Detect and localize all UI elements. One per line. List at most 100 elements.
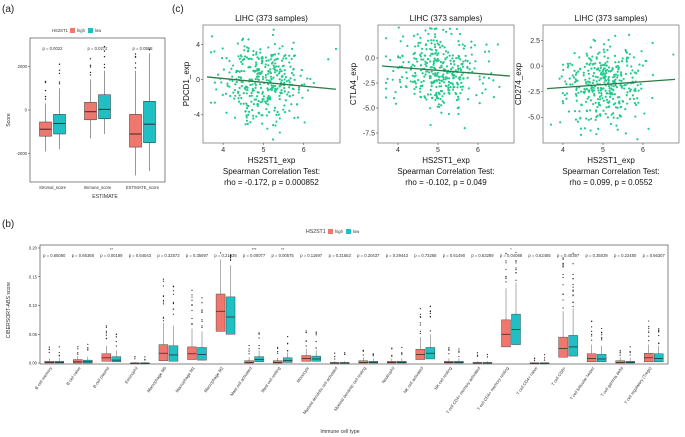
scatter-point xyxy=(279,68,282,71)
scatter-point xyxy=(591,55,594,58)
scatter-point xyxy=(242,92,245,95)
scatter-point xyxy=(589,129,592,132)
scatter-point xyxy=(600,94,603,97)
panel-b-outlier xyxy=(162,299,165,302)
scatter-point xyxy=(603,50,606,54)
scatter-point xyxy=(599,114,602,117)
panel-b-outlier xyxy=(105,338,107,340)
scatter-point xyxy=(496,43,499,46)
panel-b-xtick-label: Macrophage M0 xyxy=(146,365,168,393)
scatter-point xyxy=(484,88,487,91)
scatter-xtick-label: 4 xyxy=(561,147,565,154)
scatter-point xyxy=(430,52,433,55)
scatter-point xyxy=(299,74,302,77)
scatter-point xyxy=(440,104,443,107)
scatter-point xyxy=(617,68,620,71)
scatter-point xyxy=(247,38,250,41)
panel-b-outlier xyxy=(572,290,574,292)
scatter-point xyxy=(605,106,608,109)
scatter-point xyxy=(629,88,633,91)
panel-b-pvalue: p = 0.11697 xyxy=(300,253,323,258)
scatter-point xyxy=(242,102,245,105)
scatter-point xyxy=(620,74,623,77)
panel-b-outlier xyxy=(201,325,203,327)
scatter-point xyxy=(266,98,269,101)
scatter-point xyxy=(274,124,277,127)
panel-b-outlier xyxy=(658,334,660,337)
scatter-point xyxy=(256,72,259,76)
panel-b-outlier xyxy=(219,252,222,254)
panel-b-pvalue: p = 0.62485 xyxy=(528,253,551,258)
scatter-point xyxy=(290,103,293,106)
scatter-point xyxy=(419,41,422,44)
scatter-point xyxy=(621,99,624,103)
scatter-point xyxy=(272,28,275,31)
panel-b-legend-title: HS2ST1 xyxy=(306,229,326,235)
scatter-point xyxy=(640,87,643,90)
scatter-point xyxy=(266,100,269,103)
scatter-point xyxy=(247,66,250,69)
panel-b-pvalue: p = 0.35039 xyxy=(586,253,609,258)
scatter-point xyxy=(433,74,436,77)
scatter-point xyxy=(606,48,609,52)
panel-b-outlier xyxy=(287,342,289,344)
scatter-point xyxy=(578,110,581,113)
panel-b-outlier xyxy=(287,335,289,338)
scatter-point xyxy=(457,77,460,80)
scatter-point xyxy=(440,85,443,88)
scatter-point xyxy=(643,112,646,115)
scatter-point xyxy=(457,40,460,43)
scatter-point xyxy=(440,111,443,114)
panel-a-xtick-label: Immune_score xyxy=(84,185,112,190)
scatter-point xyxy=(574,92,578,96)
scatter-point xyxy=(605,71,608,75)
scatter-point xyxy=(602,72,605,75)
panel-b-outlier xyxy=(362,350,364,352)
scatter-point xyxy=(428,71,431,74)
scatter-point xyxy=(616,96,619,99)
panel-b-outlier xyxy=(315,347,317,349)
scatter-point xyxy=(292,87,295,91)
scatter-point xyxy=(596,98,600,101)
scatter-point xyxy=(462,47,465,50)
panel-b-outlier xyxy=(591,333,593,335)
scatter-point xyxy=(282,108,285,111)
panel-b-outlier xyxy=(601,334,603,336)
scatter-point xyxy=(229,94,232,98)
panel-b-outlier xyxy=(191,317,193,320)
scatter-point xyxy=(216,73,220,76)
scatter-point xyxy=(417,78,420,82)
scatter-point xyxy=(245,116,248,119)
scatter-point xyxy=(598,91,601,94)
scatter-point xyxy=(451,57,454,60)
scatter-point xyxy=(245,46,249,49)
scatter-point xyxy=(246,122,249,126)
panel-b-outlier xyxy=(134,356,136,358)
scatter-point xyxy=(611,80,615,83)
panel-b-outlier xyxy=(619,354,621,356)
panel-b-ylabel: CIBERSORT-ABS score xyxy=(6,282,12,338)
panel-b-outlier xyxy=(391,347,393,349)
scatter-point xyxy=(280,79,283,82)
scatter-point xyxy=(413,64,416,67)
scatter-point xyxy=(276,69,279,72)
scatter-point xyxy=(255,63,258,66)
scatter-point xyxy=(247,57,250,61)
scatter-point xyxy=(272,64,275,67)
panel-a-legend-high-label: high xyxy=(77,28,86,33)
scatter-point xyxy=(269,88,272,91)
scatter-point xyxy=(597,127,600,130)
scatter-point xyxy=(261,100,264,103)
scatter-point xyxy=(492,95,495,99)
scatter-point xyxy=(265,114,269,117)
scatter-point xyxy=(240,60,243,64)
scatter-point xyxy=(405,77,409,80)
scatter-point xyxy=(306,89,310,92)
scatter-point xyxy=(456,83,460,86)
panel-b-outlier xyxy=(48,348,50,351)
panel-b-outlier xyxy=(258,337,260,339)
scatter-point xyxy=(587,69,590,72)
scatter-point xyxy=(571,64,574,67)
scatter-point xyxy=(624,72,628,76)
scatter-point xyxy=(611,88,614,91)
